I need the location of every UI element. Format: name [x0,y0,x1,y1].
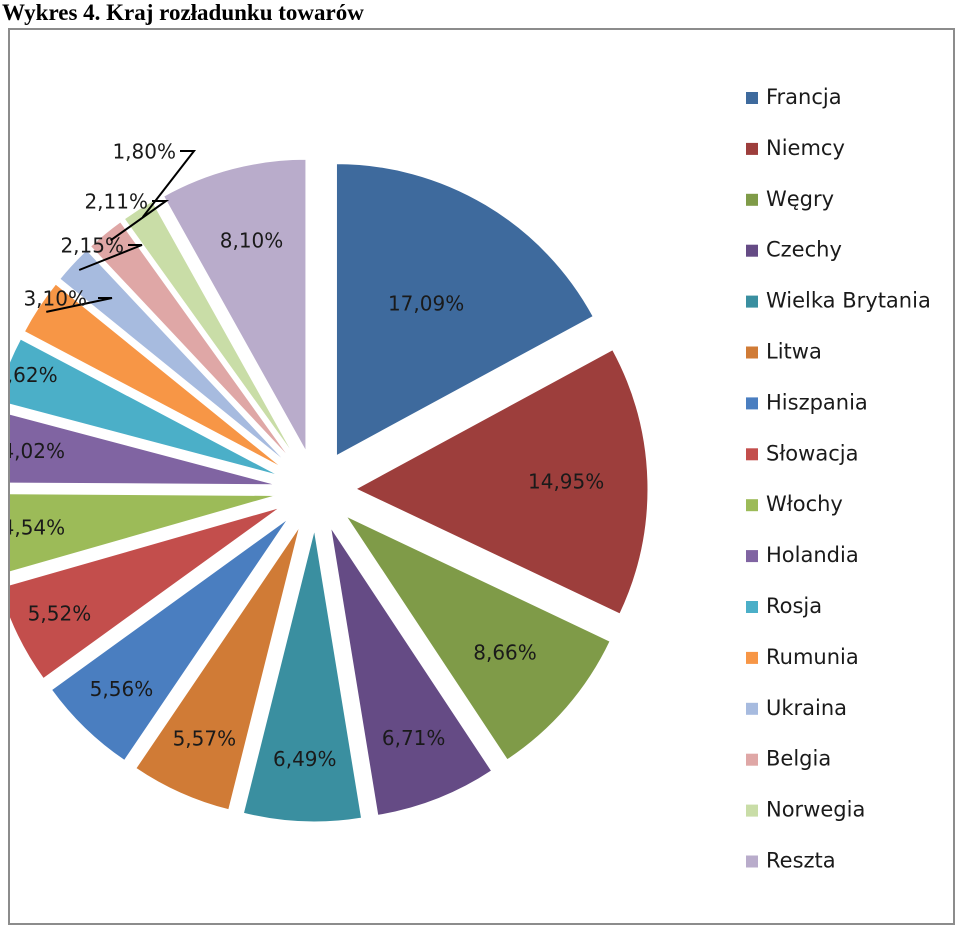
legend-label-norwegia: Norwegia [766,798,865,822]
legend-item-holandia: Holandia [746,543,859,567]
pie-slice-belgia [89,221,291,460]
legend-label-litwa: Litwa [766,340,822,364]
legend-label-francja: Francja [766,85,842,109]
pie-data-labels: 17,09% 14,95% 8,66% 6,71% 6,49% 5,57% 5,56% 5,5… [10,140,604,771]
legend-item-belgia: Belgia [746,747,831,771]
page-title: Wykres 4. Kraj rozładunku towarów [2,0,364,25]
legend-label-czechy: Czechy [766,238,842,262]
leader-line-belgia [110,200,170,242]
pie-slices [10,158,649,823]
legend-item-norwegia: Norwegia [746,798,865,822]
data-label-rosja: 3,62% [10,363,58,387]
legend-item-litwa: Litwa [746,340,822,364]
pie-slice-reszta [162,158,307,454]
data-label-niemcy: 14,95% [528,470,604,494]
legend-label-slowacja: Słowacja [766,441,858,465]
data-label-wielka-brytania: 6,49% [273,747,337,771]
data-label-rumunia: 3,10% [23,287,87,311]
legend-swatch-czechy [746,244,758,257]
legend-item-wielka-brytania: Wielka Brytania [746,289,931,313]
legend-item-niemcy: Niemcy [746,136,845,160]
leader-line-rumunia [46,297,113,313]
legend-swatch-litwa [746,346,758,359]
data-label-francja: 17,09% [388,292,464,316]
legend-label-wegry: Węgry [766,187,834,211]
pie-slice-ukraina [59,249,288,464]
pie-slice-litwa [135,526,301,811]
pie-slice-wielka-brytania [242,529,363,823]
pie-slice-niemcy [354,349,649,615]
pie-slice-czechy [330,526,493,816]
pie-chart: 17,09% 14,95% 8,66% 6,71% 6,49% 5,57% 5,56% 5,5… [10,85,931,873]
legend-swatch-niemcy [746,142,758,155]
legend-item-rumunia: Rumunia [746,645,859,669]
legend-label-belgia: Belgia [766,747,831,771]
legend-item-czechy: Czechy [746,238,842,262]
pie-slice-hiszpania [50,518,289,762]
data-label-reszta: 8,10% [220,229,284,253]
data-label-litwa: 5,57% [173,726,237,750]
data-label-hiszpania: 5,56% [90,677,154,701]
legend-swatch-wegry [746,193,758,206]
legend-label-ukraina: Ukraina [766,696,847,720]
legend-label-wielka-brytania: Wielka Brytania [766,289,931,313]
legend-label-wlochy: Włochy [766,492,843,516]
legend-item-wegry: Węgry [746,187,834,211]
leader-line-ukraina [78,244,143,271]
legend-item-slowacja: Słowacja [746,441,858,465]
pie-slice-wlochy [10,493,277,573]
legend-item-hiszpania: Hiszpania [746,390,868,414]
legend-swatch-hiszpania [746,397,758,410]
legend-item-reszta: Reszta [746,849,836,873]
legend-label-rumunia: Rumunia [766,645,859,669]
legend-swatch-slowacja [746,448,758,461]
chart-legend: Francja Niemcy Węgry Czechy Wielka Brytania L… [746,85,931,873]
legend-swatch-wielka-brytania [746,295,758,308]
legend-item-rosja: Rosja [746,594,822,618]
legend-swatch-belgia [746,753,758,766]
data-label-czechy: 6,71% [382,726,446,750]
legend-item-wlochy: Włochy [746,492,843,516]
legend-item-ukraina: Ukraina [746,696,847,720]
chart-frame: 17,09% 14,95% 8,66% 6,71% 6,49% 5,57% 5,56% 5,5… [8,28,955,925]
legend-swatch-wlochy [746,499,758,512]
legend-swatch-reszta [746,855,758,868]
pie-slice-rumunia [23,283,283,469]
data-label-wegry: 8,66% [473,640,537,664]
pie-slice-rosja [10,338,279,476]
legend-item-francja: Francja [746,85,842,109]
data-label-holandia: 4,02% [10,439,65,463]
legend-label-reszta: Reszta [766,849,836,873]
legend-label-holandia: Holandia [766,543,859,567]
pie-slice-francja [335,163,594,457]
legend-label-niemcy: Niemcy [766,136,845,160]
legend-label-rosja: Rosja [766,594,822,618]
legend-swatch-norwegia [746,804,758,817]
pie-slice-slowacja [10,507,281,680]
pie-slice-wegry [344,514,611,761]
data-label-norwegia: 1,80% [112,140,176,164]
leader-line-norwegia [141,150,197,218]
legend-swatch-francja [746,92,758,104]
legend-swatch-rosja [746,601,758,613]
legend-swatch-ukraina [746,702,758,715]
pie-slice-holandia [10,413,277,486]
legend-label-hiszpania: Hiszpania [766,390,868,414]
legend-swatch-rumunia [746,651,758,664]
data-label-belgia: 2,11% [84,190,148,214]
data-label-wlochy: 4,54% [10,515,65,539]
legend-swatch-holandia [746,550,758,563]
data-label-slowacja: 5,52% [28,601,92,625]
